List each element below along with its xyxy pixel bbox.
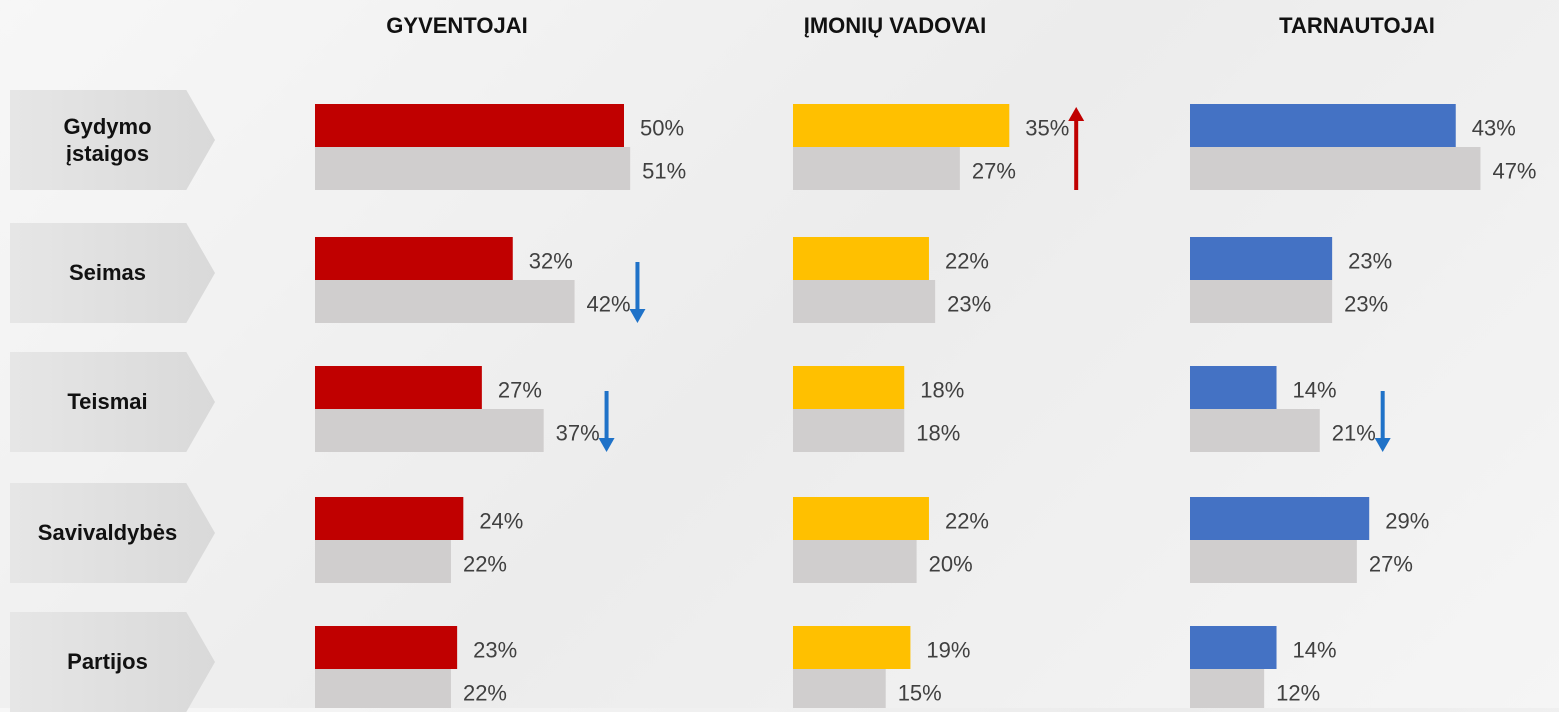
- trend-arrow-part: [1374, 438, 1391, 452]
- trend-arrow: [1374, 391, 1391, 452]
- value-label: 42%: [587, 291, 631, 316]
- bar: [1190, 147, 1481, 190]
- bar: [793, 104, 1010, 147]
- bar: [793, 237, 929, 280]
- value-label: 22%: [945, 508, 989, 533]
- bar: [315, 280, 575, 323]
- category-label-box: Seimas: [10, 223, 215, 323]
- value-label: 14%: [1293, 637, 1337, 662]
- category-label: Savivaldybės: [37, 520, 178, 546]
- trend-arrow: [598, 391, 615, 452]
- category-label-box: Teismai: [10, 352, 215, 452]
- trend-arrow: [1068, 107, 1085, 190]
- bar: [1190, 626, 1277, 669]
- trend-arrow-part: [629, 309, 646, 323]
- value-label: 23%: [1344, 291, 1388, 316]
- bar: [1190, 540, 1357, 583]
- bar: [315, 669, 451, 708]
- bar: [793, 497, 929, 540]
- bar: [315, 409, 544, 452]
- value-label: 27%: [1369, 551, 1413, 576]
- bar: [793, 409, 905, 452]
- value-label: 18%: [920, 377, 964, 402]
- bar: [315, 237, 513, 280]
- bar: [1190, 366, 1277, 409]
- value-label: 23%: [1348, 248, 1392, 273]
- value-label: 23%: [947, 291, 991, 316]
- trend-arrow-part: [598, 438, 615, 452]
- value-label: 15%: [898, 680, 942, 705]
- category-label: Partijos: [67, 649, 148, 675]
- value-label: 22%: [945, 248, 989, 273]
- trend-arrow: [629, 262, 646, 323]
- value-label: 24%: [479, 508, 523, 533]
- value-label: 12%: [1276, 680, 1320, 705]
- value-label: 47%: [1492, 158, 1536, 183]
- value-label: 43%: [1472, 115, 1516, 140]
- bar: [1190, 280, 1333, 323]
- bar: [793, 280, 936, 323]
- value-label: 32%: [529, 248, 573, 273]
- bar: [793, 626, 911, 669]
- bar: [315, 147, 631, 190]
- value-label: 27%: [972, 158, 1016, 183]
- bar: [315, 626, 458, 669]
- value-label: 50%: [640, 115, 684, 140]
- value-label: 37%: [556, 420, 600, 445]
- value-label: 21%: [1332, 420, 1376, 445]
- bar: [793, 147, 960, 190]
- category-label: Gydymo įstaigos: [63, 113, 152, 167]
- category-label-box: Partijos: [10, 612, 215, 712]
- bar: [315, 497, 464, 540]
- bar: [1190, 409, 1320, 452]
- panel-title: TARNAUTOJAI: [1279, 13, 1435, 38]
- bar: [1190, 669, 1265, 708]
- value-label: 18%: [916, 420, 960, 445]
- value-label: 35%: [1025, 115, 1069, 140]
- bar: [793, 540, 917, 583]
- category-label-box: Savivaldybės: [10, 483, 215, 583]
- value-label: 23%: [473, 637, 517, 662]
- value-label: 22%: [463, 551, 507, 576]
- value-label: 20%: [929, 551, 973, 576]
- bar: [315, 104, 624, 147]
- value-label: 19%: [926, 637, 970, 662]
- category-label-box: Gydymo įstaigos: [10, 90, 215, 190]
- bar: [1190, 497, 1370, 540]
- bar: [1190, 104, 1456, 147]
- bar: [1190, 237, 1333, 280]
- bar: [315, 366, 482, 409]
- category-label: Seimas: [68, 260, 147, 286]
- category-label: Teismai: [67, 389, 148, 415]
- trend-arrow-part: [1068, 107, 1085, 121]
- panel-title: ĮMONIŲ VADOVAI: [804, 13, 987, 38]
- panel-title: GYVENTOJAI: [386, 13, 527, 38]
- value-label: 14%: [1293, 377, 1337, 402]
- bar: [315, 540, 451, 583]
- value-label: 51%: [642, 158, 686, 183]
- value-label: 29%: [1385, 508, 1429, 533]
- value-label: 27%: [498, 377, 542, 402]
- bar: [793, 669, 886, 708]
- bar: [793, 366, 905, 409]
- value-label: 22%: [463, 680, 507, 705]
